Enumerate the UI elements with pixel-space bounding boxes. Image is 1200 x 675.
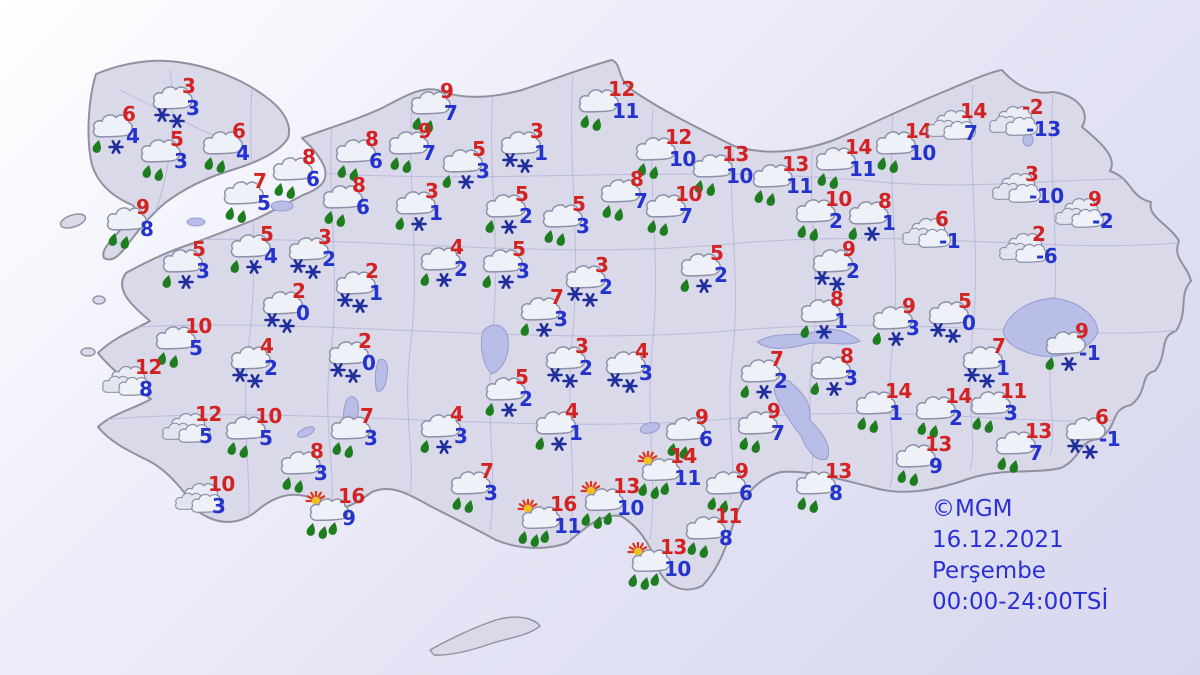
forecast-day: Perşembe [932, 558, 1046, 584]
lake-burdur [297, 426, 315, 438]
lake-iznik [270, 200, 294, 212]
aegean-island [80, 347, 96, 357]
credit-text: ©MGM [932, 496, 1013, 522]
lake-cildir [1022, 133, 1034, 147]
aegean-island [59, 213, 87, 229]
keban-reservoir [756, 328, 861, 349]
forecast-time-range: 00:00-24:00TSİ [932, 589, 1109, 615]
aegean-island [92, 295, 106, 305]
lake-egirdir [374, 358, 388, 392]
lake-tuz [480, 324, 509, 375]
forecast-date: 16.12.2021 [932, 527, 1064, 553]
lake-uluabat [186, 217, 206, 227]
cyprus-island [428, 616, 541, 656]
map-credit-block: ©MGM 16.12.2021 Perşembe 00:00-24:00TSİ [932, 494, 1108, 618]
ataturk-reservoir [774, 380, 829, 461]
lake-hirfanli [639, 422, 661, 434]
